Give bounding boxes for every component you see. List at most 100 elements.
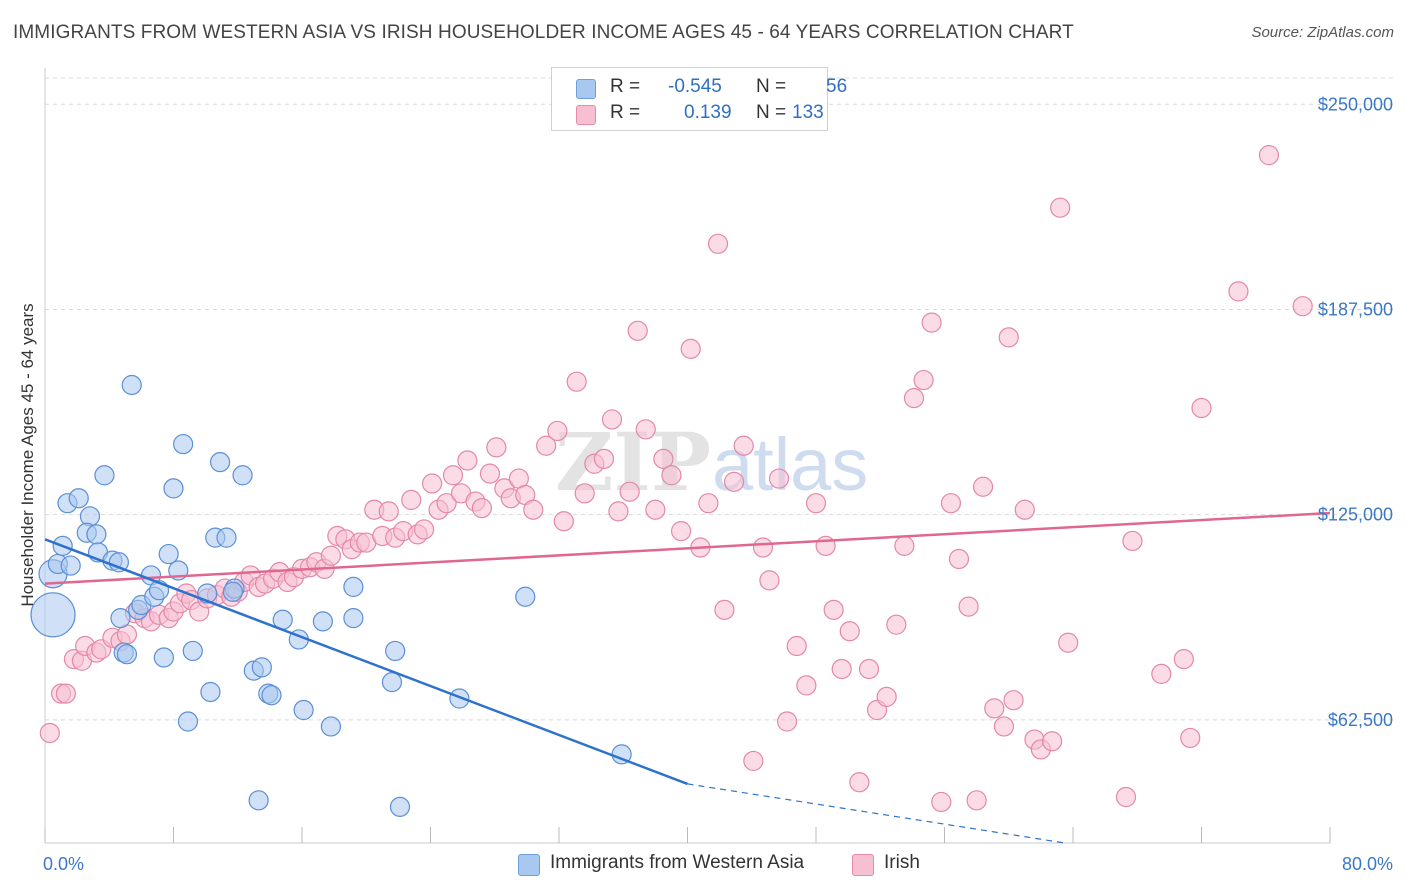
irish-point (1058, 632, 1079, 653)
legend-r-label: R = (610, 76, 641, 97)
irish-point (993, 716, 1015, 737)
irish-point (743, 750, 764, 772)
irish-point (1258, 145, 1280, 166)
western-asia-point (209, 452, 231, 473)
irish-point (823, 599, 844, 620)
irish-point (1050, 197, 1071, 218)
irish-point (619, 481, 640, 502)
western-asia-point (261, 685, 282, 706)
irish-point (593, 448, 615, 469)
western-asia-point (251, 657, 272, 678)
irish-point (680, 338, 701, 359)
irish-point (479, 463, 501, 484)
western-asia-point (216, 527, 237, 548)
western-asia-point (232, 465, 253, 486)
axes (44, 68, 1331, 844)
western-asia-point (320, 716, 342, 737)
western-asia-point (108, 552, 129, 573)
stats-legend: R = -0.545 N = 56 R = 0.139 N = 133 (551, 67, 847, 131)
legend-n-label: N = (756, 102, 787, 123)
irish-point (608, 501, 629, 522)
irish-point (436, 493, 457, 514)
irish-point (401, 489, 422, 510)
irish-point (378, 501, 399, 522)
western-asia-points (30, 374, 632, 817)
irish-point (714, 599, 735, 620)
western-asia-point (222, 581, 244, 602)
irish-point (601, 409, 623, 430)
western-asia-point (515, 586, 536, 607)
y-tick-label: $250,000 (1318, 94, 1393, 114)
western-asia-point (121, 374, 142, 396)
irish-point (486, 437, 507, 458)
western-asia-point (94, 465, 115, 486)
irish-trend-line (44, 511, 1331, 585)
irish-point (1173, 649, 1194, 670)
irish-point (984, 698, 1005, 719)
legend-r-label: R = (610, 102, 641, 123)
source-label: Source: ZipAtlas.com (1251, 24, 1394, 41)
irish-point (752, 537, 774, 558)
western-asia-point (200, 681, 221, 703)
western-asia-point (173, 433, 194, 455)
western-asia-point (385, 640, 406, 662)
western-asia-point (343, 576, 364, 598)
western-asia-point (60, 555, 81, 576)
western-asia-trend-extension (687, 783, 1066, 844)
western-asia-point (177, 711, 199, 732)
irish-point (931, 791, 952, 813)
x-tick-label: 80.0% (1342, 854, 1393, 874)
western-asia-point (86, 524, 107, 545)
irish-point (948, 548, 970, 570)
irish-point (422, 473, 443, 494)
irish-point (858, 658, 880, 680)
irish-point (1042, 731, 1063, 752)
tick-labels: $62,500 $125,000 $187,500 $250,000 0.0% 80.0% (43, 94, 1393, 874)
irish-point (653, 448, 674, 469)
irish-point (413, 519, 435, 540)
irish-point (39, 722, 60, 744)
irish-point (1228, 281, 1249, 302)
irish-point (670, 520, 692, 542)
western-asia-trend-line (44, 538, 688, 786)
y-axis-label: Householder Income Ages 45 - 64 years (18, 303, 37, 606)
western-asia-point (343, 607, 364, 629)
irish-point (733, 435, 754, 456)
irish-point (698, 493, 719, 514)
irish-point (759, 570, 780, 591)
legend-n-value: 133 (792, 102, 824, 123)
western-asia-point (381, 672, 403, 693)
irish-point (894, 535, 915, 556)
legend-r-value: -0.545 (668, 76, 722, 97)
western-asia-point (293, 699, 314, 721)
legend-n-value: 56 (826, 76, 848, 97)
western-asia-point (68, 488, 89, 509)
irish-point (457, 450, 478, 471)
series-swatch-blue (518, 854, 540, 876)
western-asia-point (312, 611, 333, 632)
irish-point (1151, 663, 1172, 685)
western-asia-point (389, 796, 411, 817)
irish-point (913, 369, 934, 391)
legend-swatch-blue (576, 79, 596, 99)
western-asia-point (182, 640, 203, 662)
y-tick-label: $125,000 (1318, 505, 1393, 525)
chart-title: IMMIGRANTS FROM WESTERN ASIA VS IRISH HO… (13, 22, 1074, 43)
irish-point (707, 233, 729, 254)
x-tick-label: 0.0% (43, 854, 84, 874)
irish-point (1115, 786, 1137, 808)
irish-point (55, 683, 76, 704)
irish-point (523, 499, 544, 520)
irish-point (1292, 296, 1313, 317)
irish-point (796, 675, 817, 696)
irish-point (1122, 530, 1143, 552)
irish-point (645, 499, 666, 520)
western-asia-point (79, 506, 101, 527)
trend-lines (44, 511, 1331, 844)
grid-lines (45, 77, 1395, 721)
western-asia-point (449, 688, 470, 709)
irish-point (574, 483, 595, 504)
irish-point (940, 493, 962, 514)
western-asia-point (153, 647, 174, 668)
